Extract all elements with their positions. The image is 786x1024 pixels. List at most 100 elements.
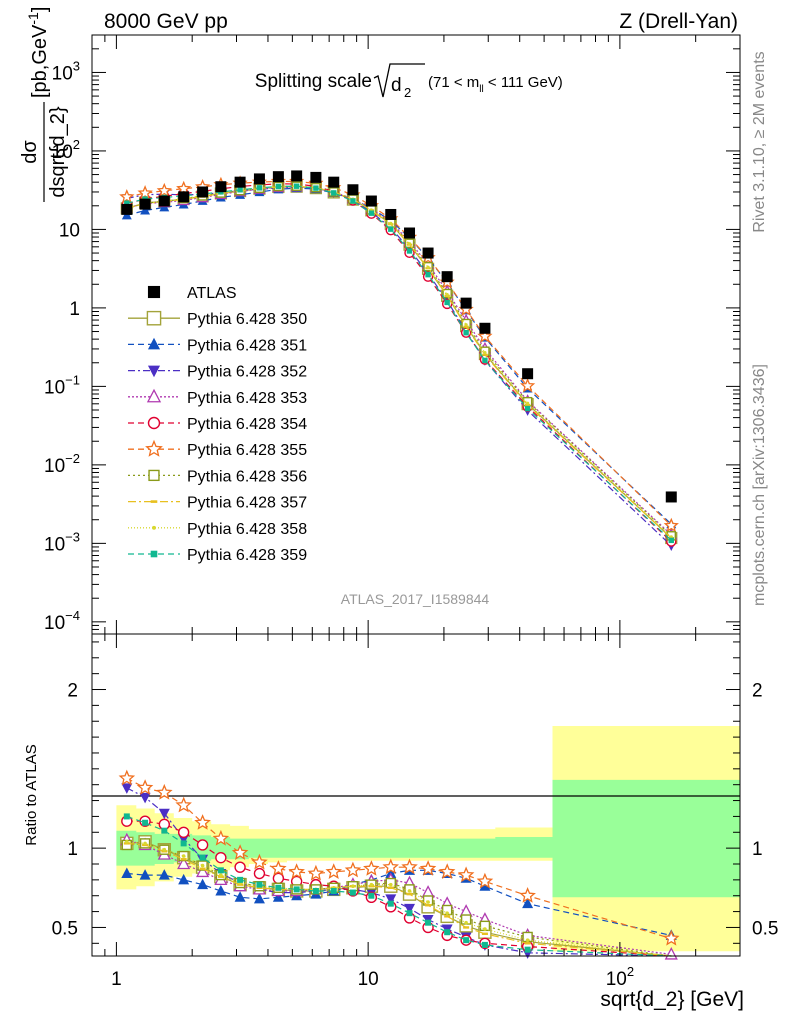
ratio-point [196,864,210,878]
ratio-line-3 [126,787,672,957]
legend-marker [150,550,158,558]
ratio-point [217,867,224,874]
ratio-line-4 [126,839,672,955]
title-range-subscript: ll [479,84,483,95]
series-point [256,185,263,191]
ratio-point [307,864,325,881]
ratio-tick-label: 2 [67,681,78,702]
ratio-point [479,880,491,891]
ratio-point [312,887,319,894]
ratio-point [401,858,418,875]
series-point [293,183,300,189]
legend-entry: Pythia 6.428 350 [128,310,307,328]
ratio-point [178,873,190,885]
analysis-label: ATLAS_2017_I1589844 [341,591,490,607]
atlas-point [121,203,133,215]
ratio-point [139,792,151,804]
series-point [525,401,530,405]
ratio-line-9 [126,841,672,957]
atlas-point [272,171,284,183]
y-tick-label: 10−2 [44,451,80,477]
series-point [119,188,135,204]
legend-entry: Pythia 6.428 356 [128,468,307,485]
ratio-point [662,929,680,946]
series-point [663,517,679,533]
ratio-point [406,910,413,917]
atlas-point [347,184,359,196]
ratio-point [177,826,190,838]
ratio-plot-frame [91,633,741,957]
ratio-point [419,860,437,876]
y-tick-label: 10−4 [44,608,80,634]
ratio-point [483,927,487,931]
series-point [137,185,153,200]
ratio-series-layer [118,769,680,960]
ratio-point [481,932,488,935]
ratio-point [382,858,399,875]
ratio-point [463,937,470,944]
atlas-point [479,322,491,334]
legend-label: Pythia 6.428 358 [187,521,307,538]
title-subscript: 2 [404,85,411,100]
ylabel-numerator: dσ [19,140,41,164]
ratio-point [351,884,355,889]
ratio-line-2 [126,869,672,936]
legend-marker [148,469,160,482]
ratio-point [525,938,530,942]
atlas-point [178,191,190,203]
ratio-point [463,926,470,929]
ratio-point [444,915,451,918]
ylabel-unit: [pb,GeV-1] [25,7,51,98]
atlas-point [365,195,377,207]
ratio-point [256,881,263,888]
legend-label: ATLAS [187,285,237,302]
ratio-point [444,929,451,936]
ratio-point [438,863,456,879]
ratio-point [270,860,287,876]
x-tick-label: 10 [358,969,379,990]
legend-entry: Pythia 6.428 357 [128,495,307,512]
ratio-tick-label-right: 2 [752,681,763,702]
ratio-point [524,946,531,953]
ratio-point [519,886,536,903]
legend-marker [147,285,161,299]
series-point [407,242,412,246]
ratio-point [425,919,432,926]
legend-marker [147,365,161,378]
series-line-4 [126,186,672,536]
series-point [388,226,394,232]
ratio-point [161,827,168,834]
ratio-point [212,829,230,846]
ratio-line-10 [126,815,672,957]
header-left-label: 8000 GeV pp [104,10,228,33]
ratio-point [196,839,209,851]
ratio-point [158,869,170,880]
ratio-line-7 [126,842,672,957]
header-right-label: Z (Drell-Yan) [619,10,738,33]
ratio-point [121,783,133,794]
atlas-point [328,176,340,188]
ratio-point [175,796,192,813]
uncertainty-bands [116,726,740,952]
plot-title: Splitting scale d 2 (71 < mll < 111 GeV) [255,63,563,100]
series-point [368,210,375,216]
ratio-point [481,941,488,948]
series-point [350,198,356,204]
atlas-point [234,176,246,188]
legend-label: Pythia 6.428 359 [187,547,307,564]
main-axis-ticks: 10−4 10−3 10−2 10−1 1 10 102 103 [44,34,741,635]
ratio-point [385,894,397,905]
legend-label: Pythia 6.428 354 [187,416,307,433]
legend-label: Pythia 6.428 351 [187,337,307,354]
ratio-point [143,841,147,846]
ratio-tick-label: 1 [67,839,78,860]
atlas-point [253,173,265,185]
inner-uncertainty-band [116,779,740,898]
ratio-point [388,882,393,887]
y-tick-label: 10−1 [44,372,80,398]
legend-label: Pythia 6.428 353 [187,390,307,407]
ratio-point [368,892,375,899]
legend-label: Pythia 6.428 356 [187,468,307,485]
ratio-point [445,911,449,915]
